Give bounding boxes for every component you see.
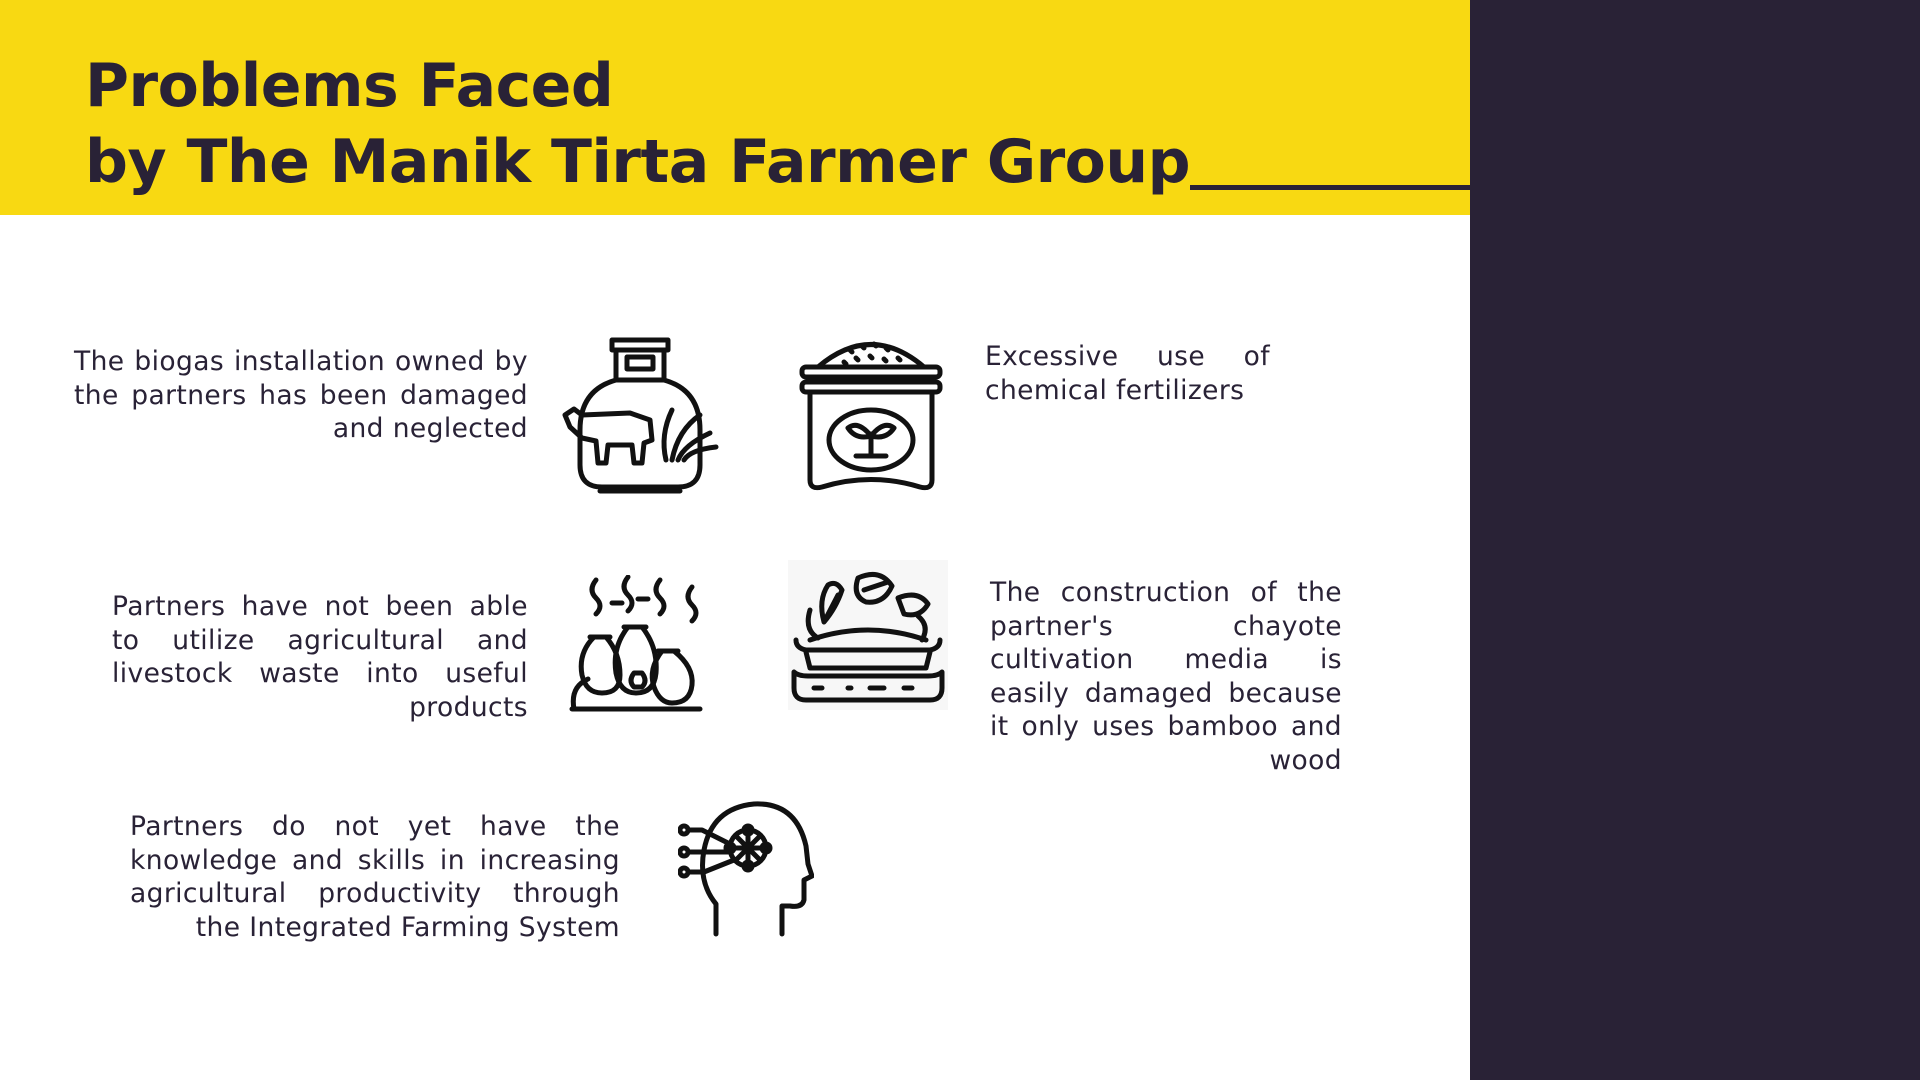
title-banner — [0, 0, 1470, 215]
slide-title: Problems Faced by The Manik Tirta Farmer… — [85, 48, 1191, 200]
vegetable-pot-icon — [788, 560, 948, 710]
problem-5-text: Partners do not yet have the knowledge a… — [130, 811, 620, 943]
head-network-icon — [678, 800, 814, 938]
fertilizer-sack-icon — [798, 332, 944, 494]
problem-1-text: The biogas installation owned by the par… — [74, 346, 528, 444]
title-line-2: by The Manik Tirta Farmer Group — [85, 127, 1191, 197]
problem-4-text: The construction of the partner's chayot… — [990, 577, 1342, 776]
title-line-1: Problems Faced — [85, 51, 614, 121]
waste-bags-icon — [568, 575, 708, 713]
biogas-tank-cow-icon — [560, 335, 720, 497]
problem-3-text: Partners have not been able to utilize a… — [112, 591, 528, 723]
dark-side-panel — [1470, 0, 1920, 1080]
problem-2-text: Excessive use of chemical fertilizers — [985, 341, 1270, 406]
title-underline — [1190, 185, 1470, 190]
